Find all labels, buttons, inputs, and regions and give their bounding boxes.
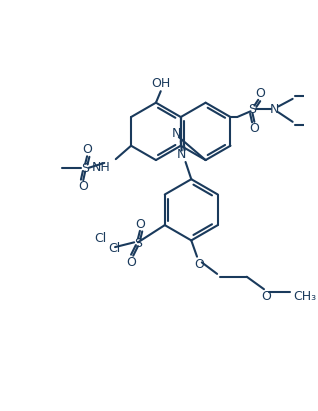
Text: O: O: [126, 256, 136, 269]
Text: O: O: [255, 87, 265, 99]
Text: O: O: [261, 290, 271, 303]
Text: O: O: [194, 258, 204, 271]
Text: O: O: [82, 143, 92, 156]
Text: S: S: [134, 237, 142, 250]
Text: S: S: [81, 162, 89, 175]
Text: N: N: [270, 103, 279, 116]
Text: N: N: [177, 148, 186, 161]
Text: N: N: [172, 127, 182, 140]
Text: S: S: [248, 103, 257, 116]
Text: Cl: Cl: [94, 232, 106, 245]
Text: O: O: [249, 122, 259, 135]
Text: Cl: Cl: [108, 242, 121, 254]
Text: NH: NH: [91, 161, 110, 174]
Text: O: O: [135, 218, 145, 231]
Text: O: O: [78, 180, 88, 193]
Text: CH₃: CH₃: [294, 290, 317, 303]
Text: OH: OH: [151, 77, 170, 90]
